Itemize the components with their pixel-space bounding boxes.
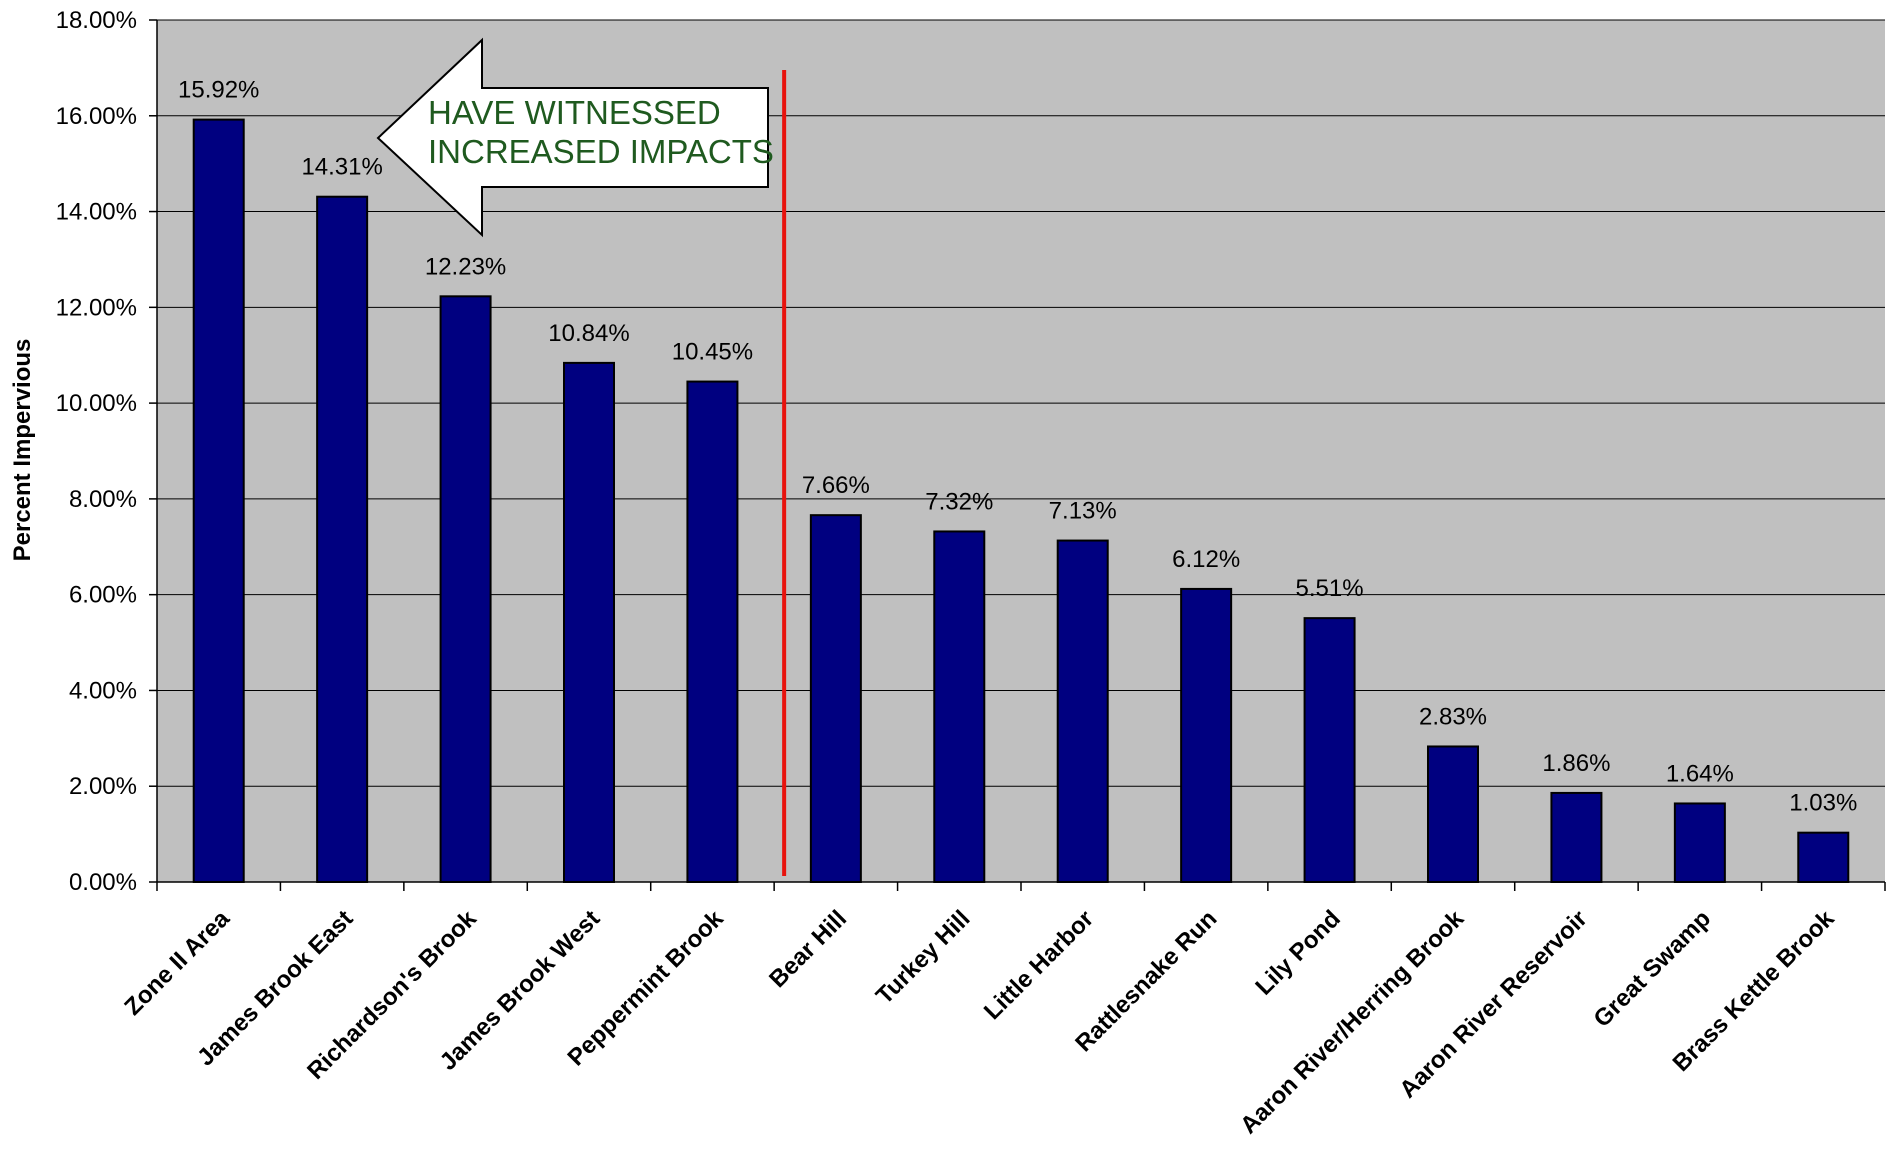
category-label: Little Harbor bbox=[979, 905, 1099, 1025]
data-label: 14.31% bbox=[301, 154, 382, 181]
data-label: 1.86% bbox=[1542, 750, 1610, 777]
category-label: Lily Pond bbox=[1250, 905, 1345, 1000]
data-label: 7.66% bbox=[802, 472, 870, 499]
callout-arrow: HAVE WITNESSED INCREASED IMPACTS bbox=[376, 37, 774, 238]
data-label: 7.32% bbox=[925, 488, 993, 515]
y-tick-label: 12.00% bbox=[56, 294, 137, 321]
data-labels: 15.92% 14.31% 12.23% 10.84% 10.45% 7.66% 7.32%… bbox=[178, 77, 1857, 817]
category-label: Turkey Hill bbox=[871, 905, 976, 1010]
bar bbox=[1056, 539, 1109, 884]
data-label: 12.23% bbox=[425, 253, 506, 280]
bar bbox=[1180, 587, 1233, 883]
bars bbox=[192, 118, 1850, 884]
bar bbox=[316, 195, 369, 883]
bar bbox=[1303, 617, 1356, 883]
bar bbox=[1550, 791, 1603, 884]
y-tick-label: 8.00% bbox=[69, 486, 137, 513]
y-tick-label: 6.00% bbox=[69, 582, 137, 609]
y-tick-label: 10.00% bbox=[56, 390, 137, 417]
y-tick-label: 16.00% bbox=[56, 103, 137, 130]
callout-text-line-1: HAVE WITNESSED bbox=[428, 94, 721, 131]
data-label: 10.84% bbox=[548, 320, 629, 347]
y-axis-label: Percent Impervious bbox=[9, 339, 36, 562]
callout-arrow-shape bbox=[376, 37, 769, 238]
data-label: 15.92% bbox=[178, 77, 259, 104]
bar bbox=[1797, 831, 1850, 883]
data-label: 2.83% bbox=[1419, 703, 1487, 730]
bar bbox=[439, 295, 492, 883]
category-label: Bear Hill bbox=[764, 905, 852, 993]
y-tick-label: 2.00% bbox=[69, 773, 137, 800]
data-label: 1.03% bbox=[1789, 790, 1857, 817]
x-axis-ticks bbox=[156, 882, 1886, 891]
bar bbox=[563, 361, 615, 883]
data-label: 5.51% bbox=[1296, 575, 1364, 602]
category-label: Great Swamp bbox=[1589, 905, 1717, 1033]
data-label: 10.45% bbox=[672, 339, 753, 366]
bar bbox=[686, 380, 739, 883]
y-tick-label: 14.00% bbox=[56, 199, 137, 226]
bar bbox=[933, 530, 986, 883]
bar bbox=[1673, 802, 1726, 883]
data-label: 1.64% bbox=[1666, 760, 1734, 787]
category-label: Zone II Area bbox=[119, 905, 235, 1021]
y-axis-ticks: 0.00% 2.00% 4.00% 6.00% 8.00% 10.00% 12.00% 14.… bbox=[56, 7, 157, 896]
bar bbox=[1427, 745, 1479, 883]
data-label: 6.12% bbox=[1172, 546, 1240, 573]
callout-text-line-2: INCREASED IMPACTS bbox=[428, 133, 774, 170]
bar bbox=[192, 118, 245, 883]
data-label: 7.13% bbox=[1049, 498, 1117, 525]
y-tick-label: 0.00% bbox=[69, 869, 137, 896]
bar bbox=[809, 514, 862, 883]
y-tick-label: 18.00% bbox=[56, 7, 137, 34]
category-label: Aaron River/Herring Brook bbox=[1235, 905, 1470, 1140]
y-tick-label: 4.00% bbox=[69, 677, 137, 704]
